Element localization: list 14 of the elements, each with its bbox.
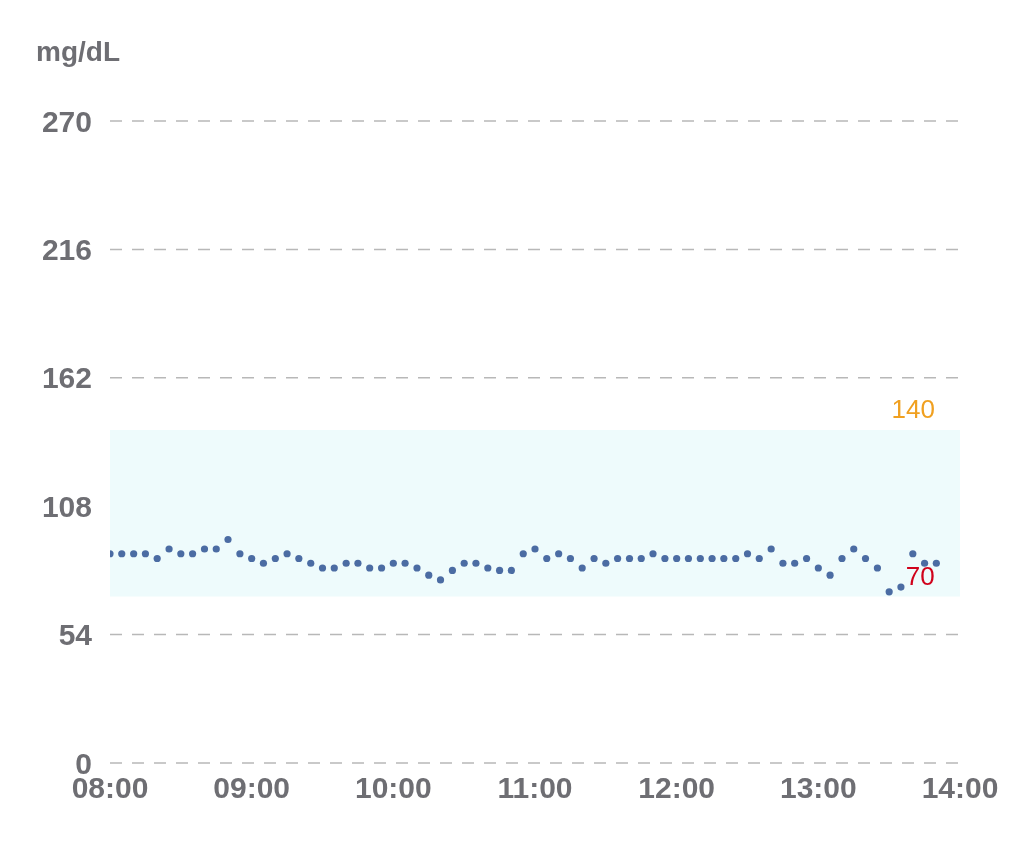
y-tick-label: 216 xyxy=(41,233,92,267)
x-tick-label: 14:00 xyxy=(921,771,999,805)
y-tick-label: 162 xyxy=(41,361,92,395)
y-axis-title: mg/dL xyxy=(36,36,120,68)
y-tick-label: 54 xyxy=(58,618,93,652)
annotation: 140 xyxy=(891,394,935,425)
y-tick-label: 108 xyxy=(41,489,92,523)
x-tick-label: 09:00 xyxy=(213,771,291,805)
x-tick-label: 13:00 xyxy=(779,771,857,805)
x-tick-label: 10:00 xyxy=(354,771,432,805)
x-tick-label: 11:00 xyxy=(497,771,573,805)
y-tick-label: 270 xyxy=(41,104,92,138)
x-tick-label: 12:00 xyxy=(638,771,716,805)
annotation: 70 xyxy=(905,560,935,591)
